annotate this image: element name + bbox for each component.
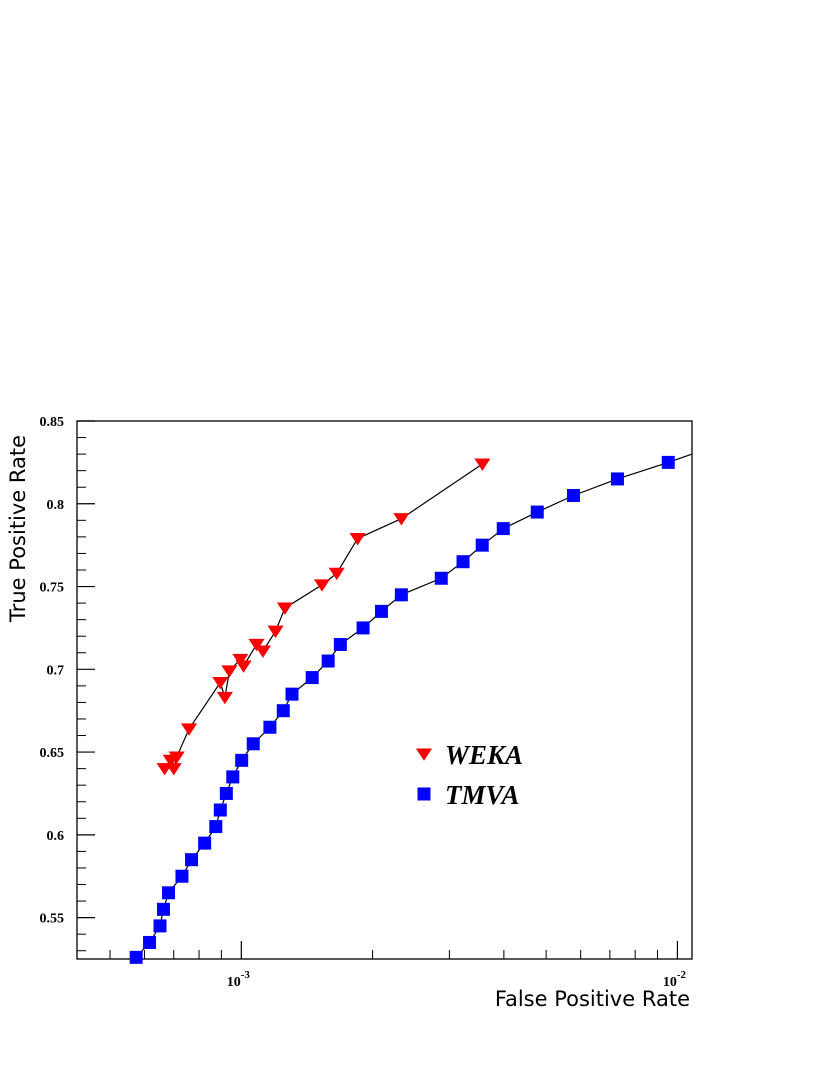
tmva-point (129, 950, 143, 964)
tmva-point (226, 770, 240, 784)
tmva-series (129, 453, 693, 964)
x-tick-label-exponent: -3 (241, 969, 251, 981)
x-axis: 10-3 10-2 (109, 941, 687, 990)
x-tick-label: 10-3 (227, 969, 251, 990)
tmva-point (213, 803, 227, 817)
tmva-point (246, 737, 260, 751)
weka-point (393, 513, 410, 526)
x-tick-label: 10-2 (663, 969, 687, 990)
y-tick-label: 0.7 (47, 663, 65, 678)
tmva-point (162, 886, 176, 900)
tmva-point (333, 637, 347, 651)
tmva-point (394, 588, 408, 602)
tmva-point (153, 919, 167, 933)
y-tick-label: 0.55 (40, 912, 65, 927)
y-tick-label: 0.6 (47, 829, 65, 844)
weka-point (212, 676, 229, 690)
y-tick-label: 0.65 (40, 746, 65, 761)
y-axis-title: True Positive Rate (6, 435, 30, 623)
tmva-point (209, 820, 223, 834)
tmva-point (263, 720, 277, 734)
tmva-point (156, 902, 170, 916)
y-axis: 0.55 0.6 0.65 0.7 0.75 0.8 0.85 (40, 415, 95, 952)
weka-point (181, 723, 198, 736)
tmva-point (374, 604, 388, 618)
weka-line (164, 463, 483, 771)
tmva-point (175, 869, 189, 883)
tmva-point (566, 488, 580, 502)
weka-series (156, 458, 491, 776)
legend: WEKA TMVA (415, 740, 523, 810)
legend-tmva-label: TMVA (445, 780, 520, 810)
legend-weka-marker (415, 748, 433, 761)
tmva-point (276, 704, 290, 718)
weka-point (474, 458, 491, 471)
tmva-point (356, 621, 370, 635)
series-layer (129, 453, 693, 964)
weka-point (349, 532, 366, 546)
tmva-point (321, 654, 335, 668)
y-tick-label: 0.75 (40, 581, 65, 596)
plot-frame (76, 420, 693, 960)
weka-point (235, 660, 252, 673)
weka-point (328, 567, 345, 581)
tmva-point (530, 505, 544, 519)
weka-point (168, 751, 185, 764)
tmva-point (185, 853, 199, 867)
legend-weka-label: WEKA (445, 740, 523, 770)
tmva-point (496, 522, 510, 536)
weka-point (313, 579, 331, 592)
x-tick-label-base: 10 (663, 975, 677, 990)
tmva-point (661, 455, 675, 469)
tmva-point (456, 555, 470, 569)
weka-point (254, 645, 272, 658)
tmva-point (219, 786, 233, 800)
weka-point (248, 638, 265, 652)
tmva-point (235, 753, 249, 767)
tmva-point (143, 935, 157, 949)
tmva-point (475, 538, 489, 552)
weka-point (267, 625, 284, 639)
weka-point (216, 691, 233, 705)
tmva-line (135, 453, 693, 958)
weka-point (221, 665, 238, 678)
x-tick-label-base: 10 (227, 975, 241, 990)
tmva-point (305, 671, 319, 685)
legend-tmva-marker (417, 787, 431, 801)
tmva-point (285, 687, 299, 701)
weka-point (276, 602, 293, 615)
weka-point (232, 653, 249, 667)
tmva-point (198, 836, 212, 850)
y-tick-label: 0.8 (47, 498, 65, 513)
weka-point (165, 763, 182, 776)
tmva-point (610, 472, 624, 486)
x-tick-label-exponent: -2 (677, 969, 687, 981)
y-tick-label: 0.85 (40, 415, 65, 430)
tmva-point (434, 571, 448, 585)
x-axis-title: False Positive Rate (495, 987, 690, 1011)
